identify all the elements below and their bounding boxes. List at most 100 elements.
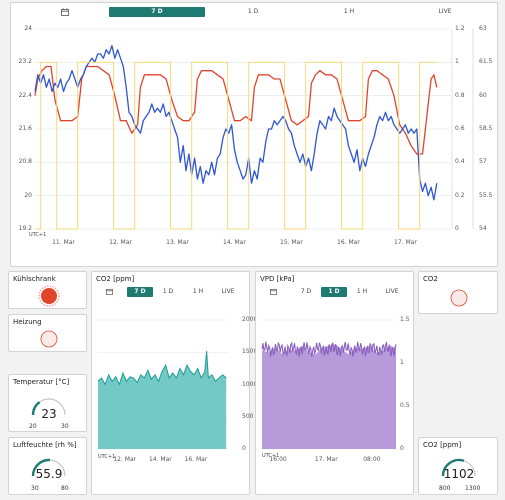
co2-indicator-widget: CO2 xyxy=(418,271,498,314)
gauge-fill xyxy=(441,458,465,477)
y-tick: 1500 xyxy=(242,348,258,356)
x-tick: 16. Mar xyxy=(184,456,208,463)
y-right2-tick: 58.5 xyxy=(479,125,493,132)
x-tick: 08:00 xyxy=(363,456,381,463)
luftfeuchte-widget: Luftfeuchte [rh %] 55.9 30 80 xyxy=(8,437,87,495)
tab-7d[interactable]: 7 D xyxy=(109,7,205,17)
y-tick: 0 xyxy=(242,445,246,452)
vpd-chart-tabs: 7 D 1 D 1 H LIVE xyxy=(263,287,407,297)
temperatur-min: 20 xyxy=(29,423,37,430)
x-tick: 16. Mar xyxy=(337,239,360,246)
co2-line xyxy=(97,350,227,386)
calendar-tab[interactable] xyxy=(99,287,119,297)
luftfeuchte-min: 30 xyxy=(31,485,39,492)
x-tick: 12. Mar xyxy=(113,456,137,463)
tab-7d[interactable]: 7 D xyxy=(300,288,312,295)
tab-1d[interactable]: 1 D xyxy=(321,287,347,297)
y-tick: 0.5 xyxy=(400,402,410,409)
heizung-title: Heizung xyxy=(13,318,42,326)
x-tick: 13. Mar xyxy=(166,239,189,246)
x-tick: 17. Mar xyxy=(314,456,338,463)
co2-chart-title: CO2 [ppm] xyxy=(96,275,135,283)
luftfeuchte-value: 55.9 xyxy=(35,467,63,481)
utc-label: UTC+1 xyxy=(29,232,47,238)
heizung-indicator xyxy=(40,330,58,348)
main-chart-tabs: 7 D 1 D 1 H LIVE xyxy=(51,7,493,17)
y-right1-tick: 1 xyxy=(455,58,459,66)
vpd-area xyxy=(262,344,396,449)
co2-indicator-title: CO2 xyxy=(423,275,438,283)
y-left-tick: 23.2 xyxy=(18,58,32,66)
vpd-chart-title: VPD [kPa] xyxy=(260,275,295,283)
luftfeuchte-max: 80 xyxy=(61,485,69,492)
co2-gauge-title: CO2 [ppm] xyxy=(423,441,462,449)
y-right2-tick: 55.5 xyxy=(479,191,493,199)
y-tick: 0 xyxy=(400,445,404,452)
tab-1d[interactable]: 1 D xyxy=(247,8,259,15)
y-right2-tick: 61.5 xyxy=(479,58,493,66)
y-right2-tick: 57 xyxy=(479,158,487,166)
y-right2-tick: 63 xyxy=(479,25,487,32)
y-right1-tick: 0.8 xyxy=(455,91,465,99)
x-tick: 11. Mar xyxy=(52,239,75,246)
y-left-tick: 20.8 xyxy=(18,158,32,166)
co2-indicator xyxy=(450,289,468,307)
x-tick: 17. Mar xyxy=(394,239,417,246)
co2-chart-plot xyxy=(97,319,228,450)
co2-area xyxy=(98,351,227,449)
tab-live[interactable]: LIVE xyxy=(385,288,399,295)
series-line-2 xyxy=(35,61,437,230)
vpd-chart-panel: VPD [kPa] 7 D 1 D 1 H LIVE 1.5 1 0.5 0 16:00… xyxy=(255,271,414,495)
tab-live[interactable]: LIVE xyxy=(221,288,235,295)
co2-gauge xyxy=(441,458,476,477)
utc-label: UTC+1 xyxy=(98,454,116,460)
y-left-tick: 20 xyxy=(24,191,32,199)
y-tick: 1000 xyxy=(242,380,258,388)
tab-live[interactable]: LIVE xyxy=(438,8,452,15)
y-left-tick: 21.6 xyxy=(18,125,32,132)
vpd-chart-plot xyxy=(261,319,397,450)
calendar-icon xyxy=(61,8,69,16)
tab-1h[interactable]: 1 H xyxy=(356,288,368,295)
y-right1-tick: 0.2 xyxy=(455,191,465,199)
y-right1-tick: 1.2 xyxy=(455,25,465,32)
kuehlschrank-widget: Kühlschrank xyxy=(8,271,87,309)
temperatur-gauge xyxy=(31,398,66,416)
series-line-1 xyxy=(34,45,438,201)
heizung-widget: Heizung xyxy=(8,314,87,352)
calendar-icon xyxy=(105,288,113,295)
series-line-0 xyxy=(34,65,438,155)
main-chart-plot xyxy=(34,28,474,230)
y-left-tick: 19.2 xyxy=(18,225,32,232)
tab-1h[interactable]: 1 H xyxy=(192,288,204,295)
y-tick: 1 xyxy=(400,359,404,366)
x-tick: 14. Mar xyxy=(223,239,246,246)
x-tick: 14. Mar xyxy=(148,456,172,463)
y-tick: 500 xyxy=(242,412,254,420)
temperatur-title: Temperatur [°C] xyxy=(13,378,70,386)
luftfeuchte-gauge xyxy=(31,458,66,477)
gauge-fill xyxy=(31,401,41,416)
vpd-line xyxy=(261,341,397,357)
y-left-tick: 22.4 xyxy=(18,91,32,99)
kuehlschrank-title: Kühlschrank xyxy=(13,275,56,283)
y-tick: 2000 xyxy=(242,316,258,323)
tab-1d[interactable]: 1 D xyxy=(162,288,174,295)
kuehlschrank-indicator xyxy=(38,285,60,307)
calendar-tab[interactable] xyxy=(51,7,79,17)
y-tick: 1.5 xyxy=(400,316,410,323)
y-right2-tick: 54 xyxy=(479,225,487,232)
co2-gauge-min: 800 xyxy=(439,485,451,492)
calendar-icon xyxy=(269,288,277,295)
luftfeuchte-title: Luftfeuchte [rh %] xyxy=(13,441,77,449)
tab-1h[interactable]: 1 H xyxy=(343,8,355,15)
y-right1-tick: 0.6 xyxy=(455,125,465,132)
y-left-tick: 24 xyxy=(24,25,32,32)
tab-7d[interactable]: 7 D xyxy=(127,287,153,297)
co2-gauge-value: 1102 xyxy=(443,467,475,481)
calendar-tab[interactable] xyxy=(263,287,283,297)
x-tick: 16:00 xyxy=(269,456,287,463)
y-right2-tick: 60 xyxy=(479,91,487,99)
temperatur-max: 30 xyxy=(61,423,69,430)
main-chart-panel: 7 D 1 D 1 H LIVE 24 1.2 63 23.2 1 61.5 22.4 0.8… xyxy=(10,2,498,267)
